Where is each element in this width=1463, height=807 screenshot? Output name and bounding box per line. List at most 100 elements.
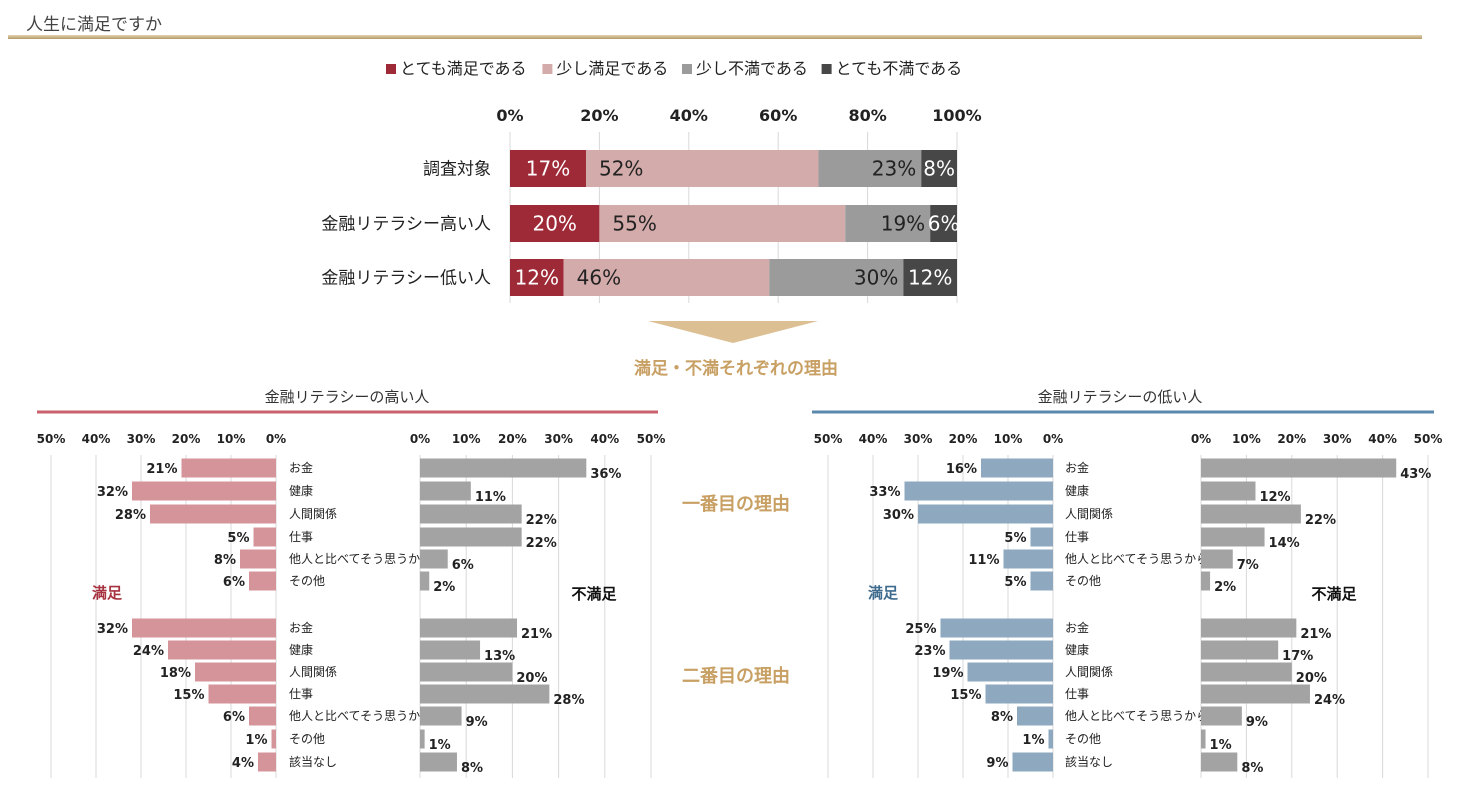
data-label: 23% (914, 644, 945, 659)
bar-segment (845, 205, 931, 242)
x-tick-label: 80% (848, 106, 886, 125)
category-label: 健康 (289, 642, 313, 657)
unsatisfied-bar (420, 706, 462, 726)
x-tick-label: 50% (637, 432, 666, 446)
x-tick-label: 30% (544, 432, 573, 446)
category-label: 健康 (1065, 483, 1089, 498)
data-label: 30% (854, 266, 898, 290)
x-tick-label: 0% (410, 432, 430, 446)
satisfied-bar (904, 481, 1053, 501)
x-tick-label: 10% (217, 432, 246, 446)
data-label: 4% (232, 756, 254, 771)
legend-label: 少し不満である (696, 59, 808, 78)
satisfied-bar (249, 706, 276, 726)
data-label: 17% (526, 157, 570, 181)
data-label: 55% (612, 212, 656, 236)
satisfied-bar (981, 458, 1053, 478)
data-label: 52% (599, 157, 643, 181)
x-tick-label: 60% (759, 106, 797, 125)
category-label: その他 (1065, 732, 1101, 746)
data-label: 33% (869, 485, 900, 500)
data-label: 24% (1314, 693, 1345, 708)
satisfied-bar (1012, 752, 1053, 772)
data-label: 28% (553, 693, 584, 708)
data-label: 12% (908, 266, 952, 290)
stacked-bar-chart: とても満足である 少し満足である 少し不満である とても不満である 0% 20% 40% 60… (321, 59, 982, 303)
unsatisfied-bar (1201, 527, 1265, 547)
unsatisfied-bar (1201, 640, 1279, 660)
x-tick-label: 40% (859, 432, 888, 446)
category-label: 他人と比べてそう思うから (289, 709, 432, 723)
category-label: 仕事 (289, 530, 313, 544)
satisfied-bar (132, 618, 276, 638)
satisfied-bar (1048, 729, 1053, 749)
x-tick-label: 40% (1368, 432, 1397, 446)
x-tick-label: 20% (949, 432, 978, 446)
data-label: 19% (881, 212, 925, 236)
category-label: 該当なし (289, 754, 337, 769)
bar-segment (585, 150, 819, 187)
unsatisfied-bar (420, 662, 513, 682)
satisfied-bar (1003, 549, 1053, 569)
data-label: 22% (526, 513, 557, 528)
data-label: 16% (946, 462, 977, 477)
satisfied-bar (949, 640, 1053, 660)
unsatisfied-bar (1201, 729, 1206, 749)
data-label: 8% (214, 553, 236, 568)
unsatisfied-bar (1201, 662, 1292, 682)
data-label: 21% (1300, 627, 1331, 642)
down-arrow (648, 321, 818, 343)
x-tick-label: 10% (994, 432, 1023, 446)
panel-title: 金融リテラシーの高い人 (265, 388, 430, 406)
x-tick-label: 0% (496, 106, 523, 125)
satisfied-bar (195, 662, 276, 682)
unsatisfied-bar (420, 549, 448, 569)
data-label: 19% (932, 666, 963, 681)
x-tick-label: 0% (266, 432, 286, 446)
x-tick-label: 20% (498, 432, 527, 446)
category-label: 健康 (1065, 642, 1089, 657)
unsatisfied-bar (1201, 618, 1297, 638)
page-title: 人生に満足ですか (26, 15, 162, 35)
bar-segment (510, 205, 600, 242)
satisfied-bar (985, 684, 1053, 704)
category-label: 調査対象 (423, 160, 491, 180)
data-label: 9% (986, 756, 1008, 771)
unsatisfied-bar (1201, 458, 1397, 478)
unsatisfied-label: 不満足 (1311, 585, 1357, 603)
data-label: 6% (223, 710, 245, 725)
category-label: 他人と比べてそう思うから (289, 552, 432, 566)
reason-panels: 金融リテラシーの高い人 50% 40% 30% 20% 10% 0% 0% 10% 20% 30% 4… (37, 388, 1442, 778)
category-label: 仕事 (289, 687, 313, 701)
unsatisfied-bar (420, 571, 430, 591)
legend-swatch (386, 64, 396, 74)
data-label: 30% (883, 508, 914, 523)
data-label: 6% (452, 558, 474, 573)
x-tick-label: 30% (904, 432, 933, 446)
x-tick-label: 10% (452, 432, 481, 446)
satisfied-bar (918, 504, 1053, 524)
data-label: 23% (872, 157, 916, 181)
data-label: 21% (521, 627, 552, 642)
unsatisfied-bar (420, 527, 522, 547)
bar-segment (921, 150, 957, 187)
unsatisfied-bar (420, 458, 587, 478)
data-label: 6% (928, 212, 960, 236)
category-label: その他 (1065, 574, 1101, 588)
bar-segment (563, 259, 770, 296)
data-label: 2% (1214, 580, 1236, 595)
data-label: 12% (515, 266, 559, 290)
satisfied-bar (181, 458, 276, 478)
data-label: 8% (923, 157, 955, 181)
category-label: 人間関係 (289, 507, 337, 521)
satisfied-bar (208, 684, 276, 704)
x-tick-label: 50% (814, 432, 843, 446)
category-label: 健康 (289, 483, 313, 498)
x-tick-label: 20% (172, 432, 201, 446)
category-label: 他人と比べてそう思うから (1065, 709, 1208, 723)
x-tick-label: 30% (1323, 432, 1352, 446)
data-label: 5% (1004, 531, 1026, 546)
data-label: 5% (227, 531, 249, 546)
title-rule (8, 35, 1422, 39)
